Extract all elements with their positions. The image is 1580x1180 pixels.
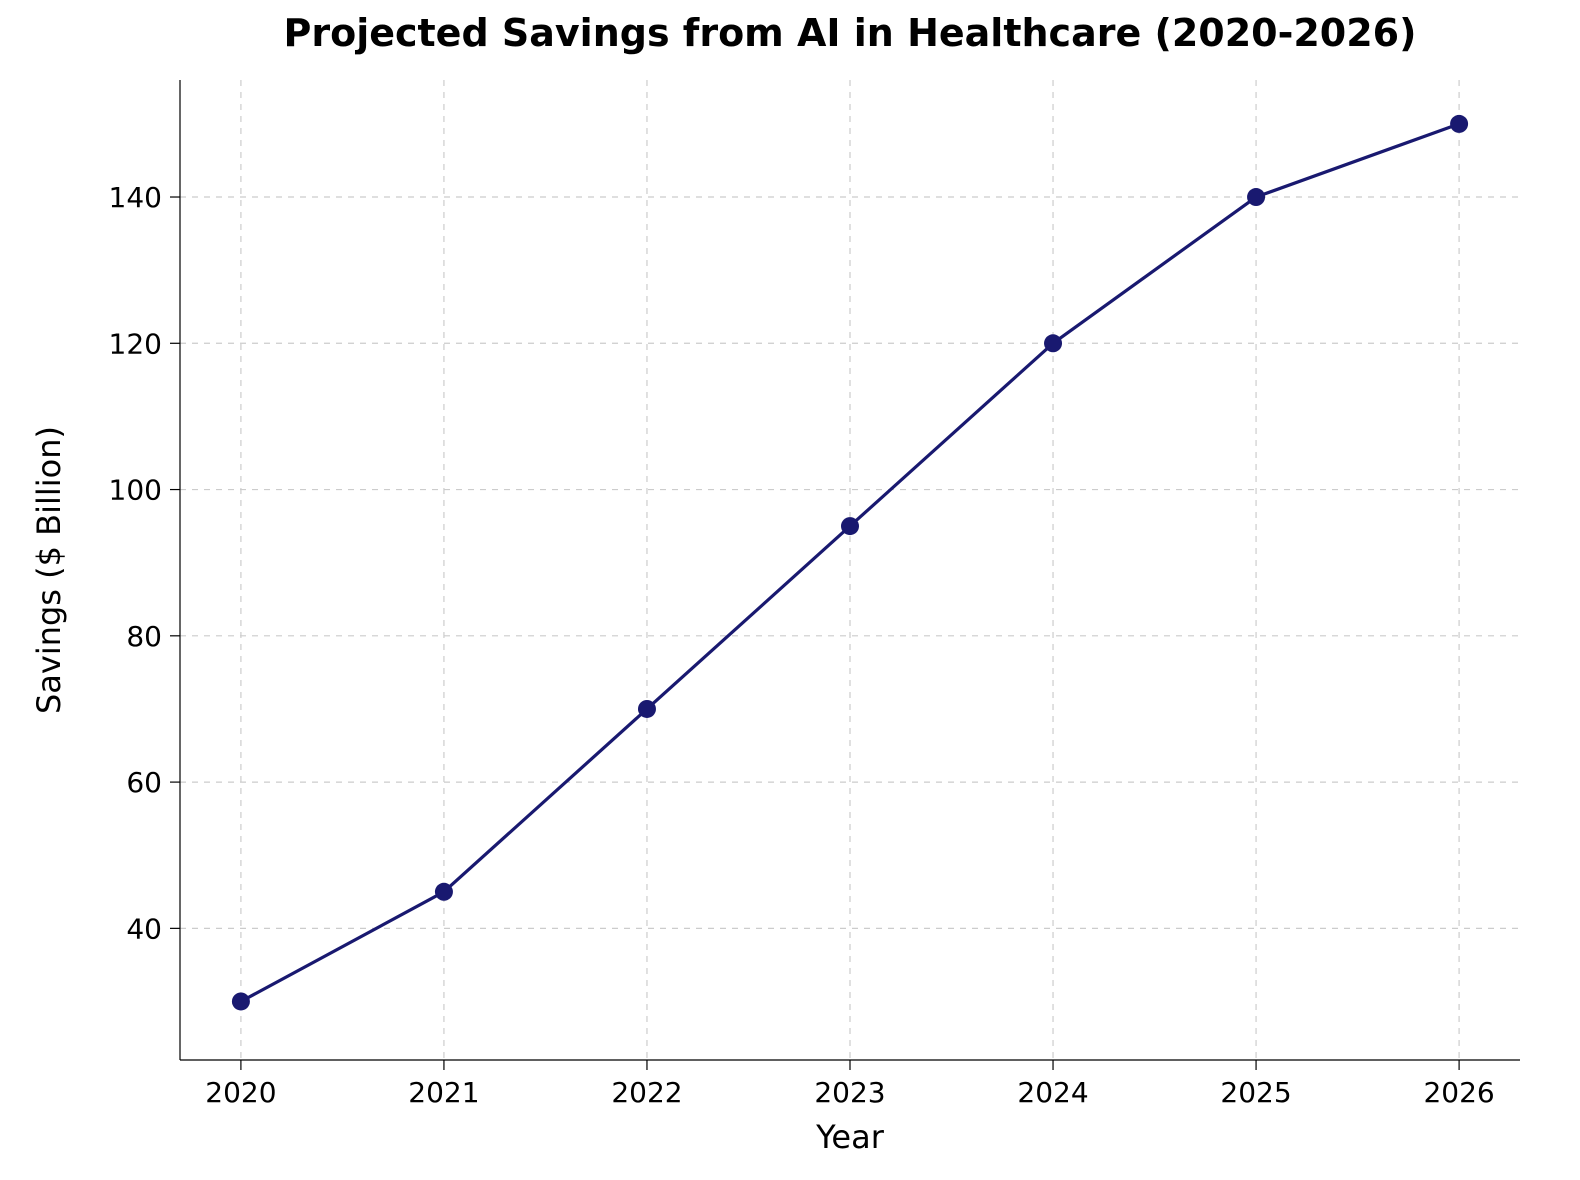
- data-marker: [232, 992, 250, 1010]
- y-tick-label: 60: [126, 766, 162, 799]
- data-marker: [435, 883, 453, 901]
- data-marker: [841, 517, 859, 535]
- x-tick-label: 2021: [408, 1076, 479, 1109]
- data-marker: [1247, 188, 1265, 206]
- y-axis-label: Savings ($ Billion): [30, 426, 68, 714]
- chart-title: Projected Savings from AI in Healthcare …: [284, 11, 1417, 55]
- data-marker: [1450, 115, 1468, 133]
- x-axis-label: Year: [815, 1118, 885, 1156]
- x-tick-label: 2022: [611, 1076, 682, 1109]
- x-tick-label: 2024: [1017, 1076, 1088, 1109]
- chart-container: 2020 2021 2022 2023 2024 2025 2026 40 60 80 100 120…: [0, 0, 1580, 1180]
- y-tick-label: 120: [109, 327, 162, 360]
- line-chart: 2020 2021 2022 2023 2024 2025 2026 40 60 80 100 120…: [0, 0, 1580, 1180]
- data-marker: [1044, 334, 1062, 352]
- x-tick-label: 2026: [1423, 1076, 1494, 1109]
- y-tick-label: 80: [126, 620, 162, 653]
- x-tick-label: 2023: [814, 1076, 885, 1109]
- x-tick-label: 2025: [1220, 1076, 1291, 1109]
- y-tick-label: 140: [109, 181, 162, 214]
- y-tick-label: 100: [109, 474, 162, 507]
- data-marker: [638, 700, 656, 718]
- x-tick-label: 2020: [205, 1076, 276, 1109]
- y-tick-label: 40: [126, 912, 162, 945]
